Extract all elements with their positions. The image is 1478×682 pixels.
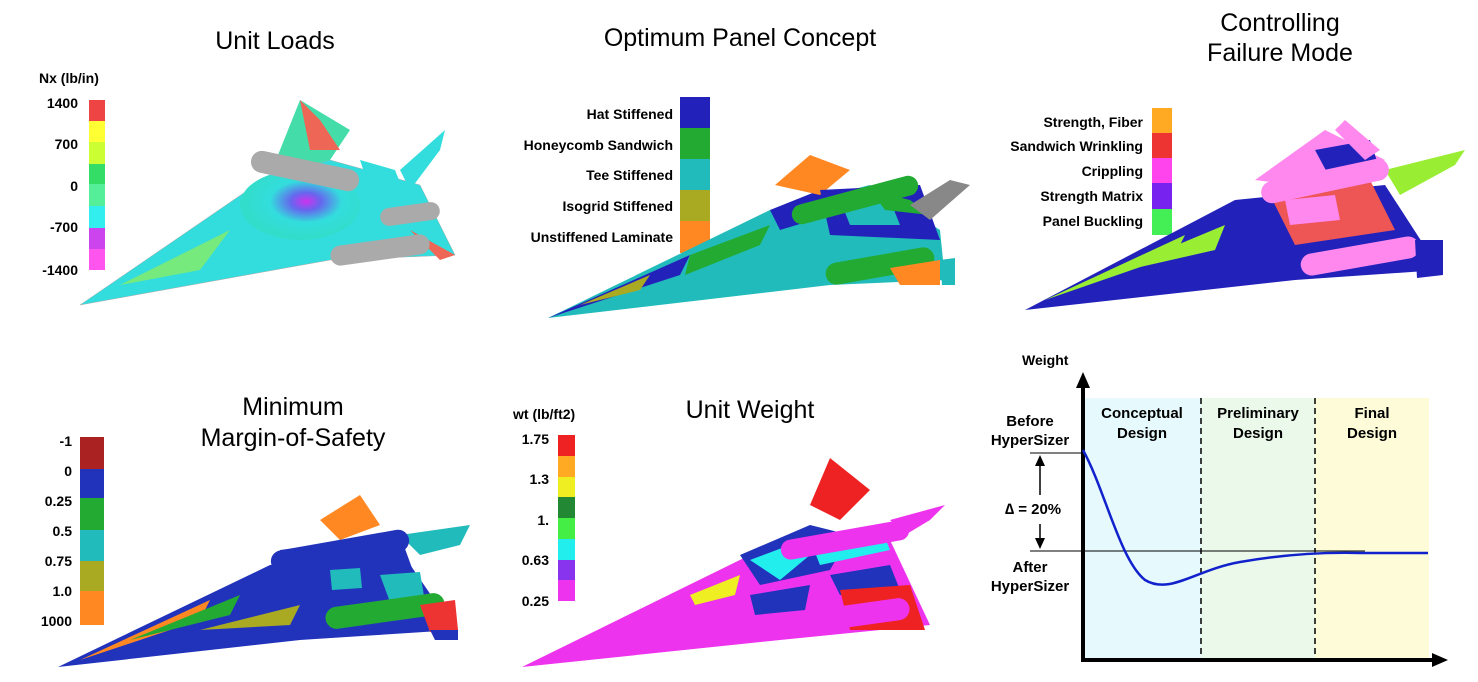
legend-label-unstiffened-laminate: Unstiffened Laminate [530,229,673,245]
unit-weight-title: Unit Weight [685,396,815,424]
before-hypersizer-line1: Before [1006,413,1054,430]
margin-safety-tick: 0 [64,463,72,479]
unit-loads-tick: 0 [70,178,78,194]
aircraft-panel-concept-image [548,155,970,318]
unit-loads-tick: 1400 [46,95,78,111]
unit-loads-color-bar [89,100,105,270]
legend-swatch [680,159,710,190]
failure-mode-color-bar [1152,108,1172,235]
weight-chart [1030,372,1448,667]
final-design-band [1315,398,1429,660]
final-design-line1: Final [1354,405,1390,422]
failure-mode-panel: Controlling Failure Mode Strength, Fiber… [985,0,1478,330]
unit-weight-units: wt (lb/ft2) [513,406,576,422]
weight-curve [1081,449,1428,586]
after-hypersizer-line2: HyperSizer [990,578,1070,595]
margin-safety-panel: Minimum Margin-of-Safety -1 0 0.25 0.5 0… [0,340,480,682]
final-design-line2: Design [1346,425,1397,442]
conceptual-design-band [1083,398,1201,660]
legend-swatch [680,128,710,159]
margin-safety-tick: 0.75 [44,553,72,569]
margin-safety-tick: 0.5 [52,523,72,539]
preliminary-design-line1: Preliminary [1217,405,1299,422]
unit-weight-tick: 1.75 [521,431,549,447]
preliminary-design-line2: Design [1232,425,1283,442]
legend-label-crippling: Crippling [1081,163,1143,179]
weight-chart-ylabel: Weight [1022,352,1069,368]
unit-weight-panel: Unit Weight wt (lb/ft2) 1.75 1.3 1. 0.63… [490,340,970,682]
unit-loads-tick: -1400 [42,262,78,278]
legend-swatch [680,97,710,128]
conceptual-design-line1: Conceptual [1101,405,1183,422]
legend-label-hat-stiffened: Hat Stiffened [586,106,673,122]
margin-safety-title-line2: Margin-of-Safety [200,424,386,452]
unit-weight-tick: 0.63 [521,552,549,568]
margin-safety-tick: -1 [59,433,72,449]
unit-loads-tick: 700 [54,136,78,152]
legend-swatch [680,190,710,221]
legend-label-honeycomb-sandwich: Honeycomb Sandwich [523,137,673,153]
unit-weight-tick: 1.3 [529,471,549,487]
unit-weight-tick: 1. [537,512,549,528]
legend-label-strength-fiber: Strength, Fiber [1043,114,1143,130]
weight-chart-panel: Weight Before HyperSizer ∆ = 20% After H… [980,340,1478,682]
panel-concept-title: Optimum Panel Concept [603,24,877,52]
legend-label-sandwich-wrinkling: Sandwich Wrinkling [1010,138,1143,154]
unit-weight-tick: 0.25 [521,593,549,609]
aircraft-margin-safety-image [58,495,470,667]
y-axis-arrow [1076,372,1090,388]
aircraft-unit-weight-image [522,458,945,667]
preliminary-design-band [1201,398,1315,660]
unit-loads-panel: Unit Loads Nx (lb/in) 1400 700 0 -700 -1… [0,0,480,330]
legend-label-isogrid-stiffened: Isogrid Stiffened [562,198,673,214]
unit-loads-title: Unit Loads [215,27,335,55]
aircraft-failure-mode-image [1025,120,1465,310]
legend-label-strength-matrix: Strength Matrix [1040,188,1143,204]
x-axis-arrow [1432,653,1448,667]
margin-safety-tick: 1000 [40,613,72,629]
aircraft-unit-loads-image [79,100,456,306]
unit-loads-tick: -700 [49,219,78,235]
margin-safety-title-line1: Minimum [242,393,344,421]
delta-label: ∆ = 20% [1004,501,1062,518]
margin-safety-tick: 0.25 [44,493,72,509]
conceptual-design-line2: Design [1116,425,1167,442]
failure-mode-title-line2: Failure Mode [1207,39,1353,67]
legend-label-tee-stiffened: Tee Stiffened [586,167,673,183]
panel-concept-panel: Optimum Panel Concept Hat Stiffened Hone… [490,0,970,330]
after-hypersizer-line1: After [1012,559,1048,576]
margin-safety-tick: 1.0 [52,583,72,599]
unit-weight-color-bar [558,435,575,601]
failure-mode-title-line1: Controlling [1220,9,1340,37]
margin-safety-color-bar [80,437,104,625]
unit-loads-units: Nx (lb/in) [39,70,99,86]
legend-label-panel-buckling: Panel Buckling [1042,213,1143,229]
before-hypersizer-line2: HyperSizer [990,432,1070,449]
